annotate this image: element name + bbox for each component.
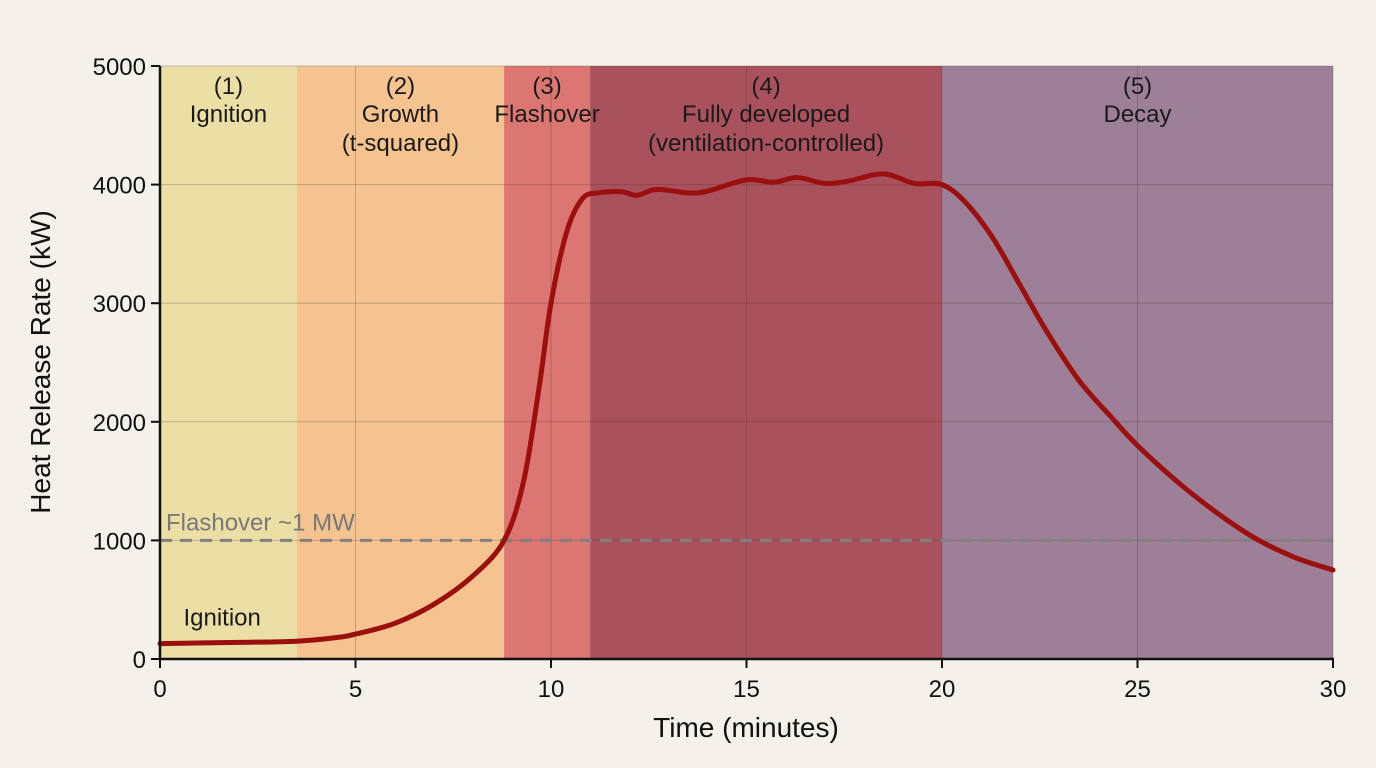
phase-number-4: (4): [751, 73, 780, 100]
phase-subtitle-4: (ventilation-controlled): [648, 130, 884, 157]
phase-subtitle-2: (t-squared): [342, 130, 459, 157]
phase-number-5: (5): [1123, 73, 1152, 100]
phase-name-4: Fully developed: [682, 101, 850, 128]
flashover-threshold-label: Flashover ~1 MW: [166, 509, 355, 536]
phase-number-2: (2): [386, 73, 415, 100]
axes: 0 5 10 15 20 25 30 0 1000 2000 3000 4000 5000: [93, 54, 1347, 703]
phase-labels: (1)Ignition (2)Growth(t-squared) (3)Flasho…: [190, 73, 1172, 157]
phase-number-1: (1): [214, 73, 243, 100]
x-tick-label: 10: [538, 676, 565, 703]
x-tick-label: 5: [349, 676, 362, 703]
ignition-annotation: Ignition: [183, 604, 260, 631]
phase-name-3: Flashover: [494, 101, 599, 128]
y-tick-label: 1000: [93, 528, 146, 555]
x-tick-label: 0: [153, 676, 166, 703]
phase-band-1: [160, 66, 297, 659]
phase-band-3: [504, 66, 591, 659]
phase-band-2: [296, 66, 505, 659]
y-axis-label: Heat Release Rate (kW): [25, 210, 56, 513]
x-tick-label: 20: [929, 676, 956, 703]
x-tick-label: 30: [1320, 676, 1347, 703]
hrr-curve: [157, 171, 1336, 647]
phase-name-2: Growth: [362, 101, 439, 128]
y-tick-label: 2000: [93, 410, 146, 437]
x-tick-label: 15: [733, 676, 760, 703]
x-axis-label: Time (minutes): [653, 712, 839, 743]
y-tick-label: 4000: [93, 173, 146, 200]
phase-band-4: [590, 66, 942, 659]
x-tick-label: 25: [1124, 676, 1151, 703]
gridlines: [160, 65, 1334, 659]
phase-name-1: Ignition: [190, 101, 267, 128]
y-tick-label: 5000: [93, 54, 146, 81]
phase-name-5: Decay: [1103, 101, 1171, 128]
phase-number-3: (3): [532, 73, 561, 100]
y-tick-label: 3000: [93, 291, 146, 318]
y-tick-label: 0: [133, 647, 146, 674]
phase-bands: [160, 66, 1333, 659]
phase-band-5: [942, 66, 1333, 659]
